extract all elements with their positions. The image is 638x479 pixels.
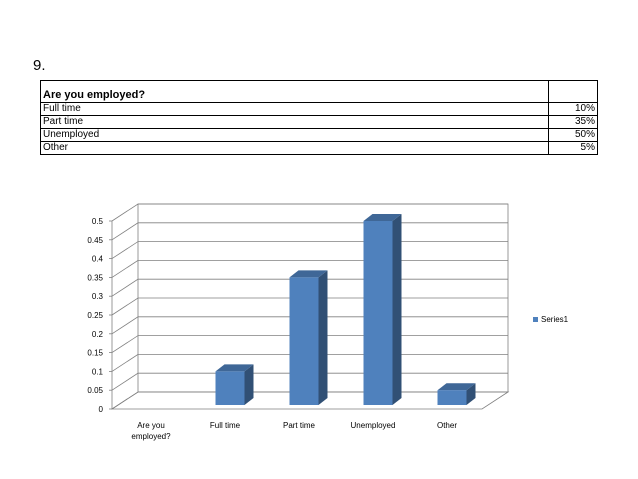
y-tick-label: 0.5 <box>92 217 104 226</box>
y-tick-label: 0.45 <box>87 236 103 245</box>
survey-table: Are you employed? Full time 10% Part tim… <box>40 80 598 155</box>
bar-top <box>363 214 402 221</box>
x-tick-label: Full time <box>210 421 241 430</box>
row-value: 5% <box>548 141 598 155</box>
y-tick-label: 0.3 <box>92 292 104 301</box>
legend-label: Series1 <box>541 315 569 324</box>
bar-side <box>318 270 328 405</box>
x-tick-label: Are you employed? <box>131 421 171 441</box>
bar-side <box>392 214 402 405</box>
y-tick-label: 0.05 <box>87 386 103 395</box>
y-tick-label: 0.15 <box>87 349 103 358</box>
y-tick-label: 0.35 <box>87 273 103 282</box>
y-tick-label: 0 <box>99 405 104 414</box>
bar-top <box>437 383 476 391</box>
y-tick-label: 0.2 <box>92 330 104 339</box>
bar-side <box>244 364 254 405</box>
y-tick-label: 0.1 <box>92 367 104 376</box>
bar <box>437 390 467 405</box>
bar <box>289 277 319 405</box>
bar <box>363 221 393 405</box>
y-tick-label: 0.25 <box>87 311 103 320</box>
bar-top <box>289 270 328 278</box>
bar <box>215 371 245 405</box>
x-tick-label: Unemployed <box>351 421 396 430</box>
y-tick-label: 0.4 <box>92 255 104 264</box>
x-tick-label: Other <box>437 421 457 430</box>
gridline <box>111 203 508 222</box>
row-label: Other <box>40 141 549 155</box>
bar-top <box>215 364 254 372</box>
table-row: Other 5% <box>40 141 598 155</box>
bar-side <box>466 383 476 405</box>
legend-swatch <box>533 317 538 322</box>
x-tick-label: Part time <box>283 421 316 430</box>
question-number: 9. <box>33 57 46 74</box>
